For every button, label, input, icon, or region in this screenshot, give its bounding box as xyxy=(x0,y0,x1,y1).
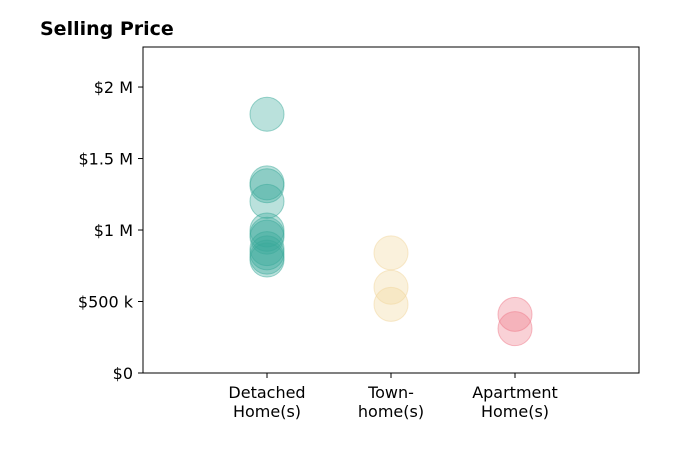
data-point xyxy=(249,231,285,267)
x-tick-label: Detached Home(s) xyxy=(228,383,305,421)
data-point xyxy=(373,286,409,322)
y-tick-label: $0 xyxy=(113,364,133,383)
y-tick-label: $500 k xyxy=(78,293,134,312)
y-tick-label: $1.5 M xyxy=(78,150,133,169)
y-tick-label: $2 M xyxy=(94,78,133,97)
chart-title: Selling Price xyxy=(40,18,174,40)
data-point xyxy=(249,183,285,219)
plot-frame xyxy=(142,46,640,374)
data-point xyxy=(497,311,533,347)
data-point xyxy=(249,235,285,271)
y-tick-label: $1 M xyxy=(94,221,133,240)
data-point xyxy=(249,96,285,132)
data-point xyxy=(373,235,409,271)
data-point xyxy=(497,296,533,332)
x-tick-label: Town-home(s) xyxy=(358,383,424,421)
data-point xyxy=(249,168,285,204)
x-tick-label: Apartment Home(s) xyxy=(472,383,558,421)
data-point xyxy=(249,242,285,278)
